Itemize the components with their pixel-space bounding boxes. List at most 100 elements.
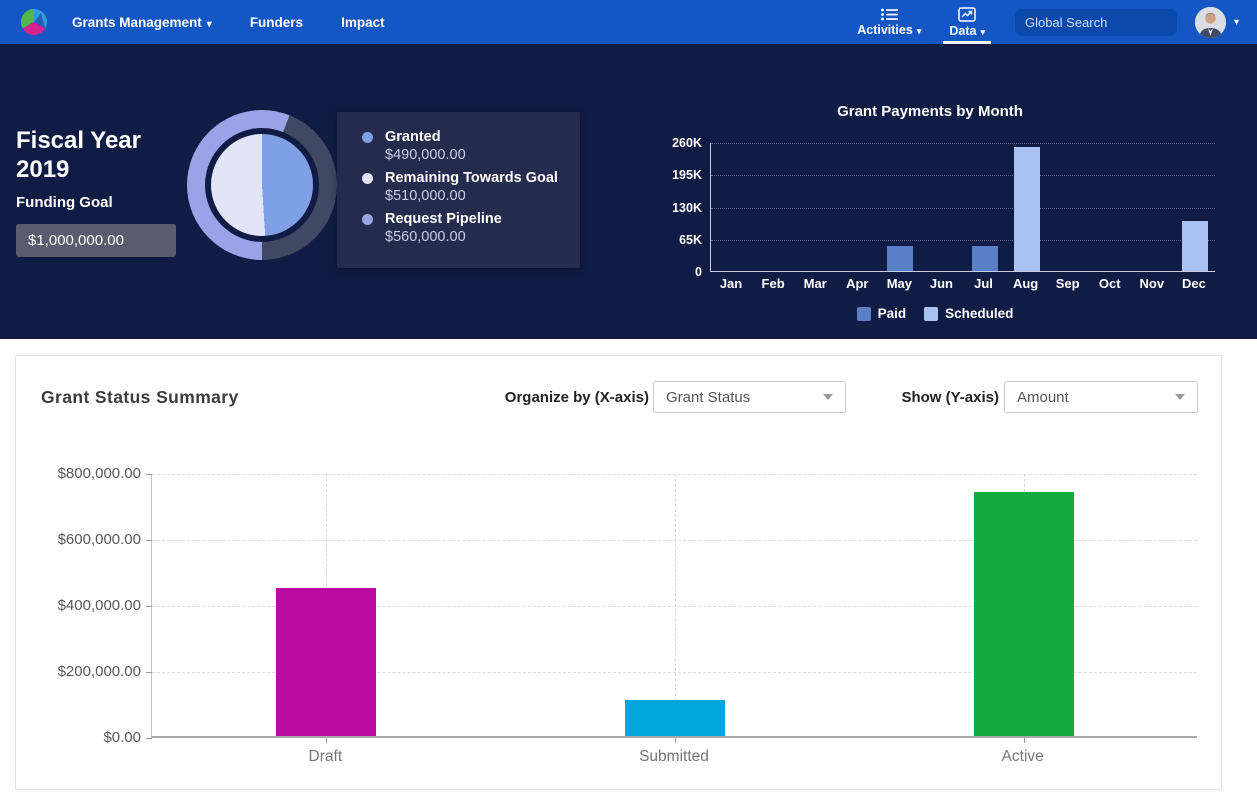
legend-item: Granted $490,000.00 [362, 129, 570, 163]
gridline [711, 143, 1215, 144]
dashboard-hero: Fiscal Year 2019 Funding Goal $1,000,000… [0, 44, 1257, 339]
chevron-down-icon: ▾ [980, 26, 985, 37]
x-tick-label: Jun [929, 276, 953, 291]
x-tick-label: Active [1001, 748, 1044, 765]
gridline [152, 540, 1197, 541]
legend-label: Scheduled [945, 306, 1014, 321]
payments-bar[interactable] [887, 246, 914, 271]
legend-item-header: Request Pipeline [362, 211, 570, 227]
legend-value: $560,000.00 [385, 229, 466, 245]
nav-item-grants-management[interactable]: Grants Management ▾ [72, 15, 212, 30]
status-plot [146, 474, 1197, 743]
y-tick-label: $800,000.00 [57, 465, 141, 482]
legend-item-header: Remaining Towards Goal [362, 170, 570, 186]
x-tick-label: Aug [1012, 276, 1039, 291]
funding-goal-donut-chart[interactable] [187, 110, 337, 260]
show-y-label: Show (Y-axis) [901, 389, 999, 406]
legend-swatch [856, 306, 871, 321]
legend-swatch [362, 131, 373, 143]
legend-label: Remaining Towards Goal [385, 170, 558, 186]
x-tick [326, 738, 328, 743]
y-tick [146, 540, 152, 541]
y-tick-label: 195K [672, 168, 702, 183]
card-title: Grant Status Summary [41, 387, 239, 407]
gridline [711, 175, 1215, 177]
payments-x-axis: Jan Feb Mar Apr May Jun Jul Aug Sep Oct Nov Dec [710, 276, 1215, 291]
fiscal-year-title: Fiscal Year 2019 [16, 127, 141, 184]
y-tick-label: $200,000.00 [57, 663, 141, 680]
funding-goal-value[interactable]: $1,000,000.00 [16, 223, 176, 257]
legend-item: Paid [856, 306, 906, 321]
grant-status-summary-card: Grant Status Summary Organize by (X-axis… [15, 355, 1222, 790]
x-tick-label: Nov [1139, 276, 1165, 291]
payments-y-axis: 0 65K 130K 195K 260K [640, 136, 702, 279]
search-input[interactable] [1024, 14, 1201, 30]
x-tick-label: Draft [308, 748, 343, 765]
tab-label: Data [949, 23, 977, 38]
payments-bar[interactable] [1013, 146, 1040, 271]
payments-plot [710, 143, 1215, 272]
gridline [152, 672, 1197, 673]
x-tick [675, 738, 676, 743]
y-tick-label: 260K [672, 136, 702, 150]
top-navbar: Grants Management ▾ Funders Impact Activi… [0, 0, 1257, 44]
y-tick [146, 474, 152, 475]
donut-legend: Granted $490,000.00 Remaining Towards Goal… [337, 112, 580, 268]
gridline [711, 239, 1215, 241]
legend-label: Request Pipeline [385, 211, 502, 227]
legend-item: Scheduled [924, 306, 1013, 321]
chart-title: Grant Payments by Month [837, 103, 1023, 120]
payments-bar[interactable] [1181, 221, 1208, 271]
tab-data[interactable]: Data ▾ [935, 0, 999, 44]
global-search[interactable] [1014, 8, 1201, 36]
gridline [711, 207, 1215, 209]
nav-item-label: Grants Management [72, 14, 202, 30]
status-bar[interactable] [973, 491, 1074, 736]
chevron-down-icon [823, 394, 833, 400]
legend-value: $510,000.00 [385, 188, 466, 204]
x-tick-label: Mar [803, 276, 827, 291]
donut-inner-pie [211, 134, 313, 236]
organize-by-select[interactable]: Grant Status [653, 381, 846, 413]
gridline [152, 474, 1197, 475]
x-tick-label: Apr [846, 276, 869, 291]
y-tick-label: $600,000.00 [57, 531, 141, 548]
chevron-down-icon: ▾ [916, 25, 922, 36]
tab-label: Activities [857, 22, 913, 37]
y-tick-label: $0.00 [103, 729, 141, 746]
list-icon [880, 8, 898, 20]
tab-activities[interactable]: Activities ▾ [843, 0, 935, 44]
status-bar[interactable] [625, 699, 725, 736]
x-tick-label: Oct [1098, 276, 1121, 291]
payments-legend: Paid Scheduled [640, 306, 1230, 321]
chart-icon [958, 6, 976, 22]
legend-item: Request Pipeline $560,000.00 [362, 211, 570, 245]
y-tick-label: 0 [695, 265, 702, 279]
legend-swatch [362, 172, 373, 184]
nav-item-impact[interactable]: Impact [341, 15, 385, 30]
legend-value: $490,000.00 [385, 147, 466, 163]
payments-bar[interactable] [971, 246, 998, 271]
legend-swatch [362, 213, 373, 225]
app-logo-icon[interactable] [18, 6, 50, 38]
nav-item-funders[interactable]: Funders [250, 15, 303, 30]
gridline [675, 474, 676, 736]
x-tick-label: Jul [974, 276, 993, 291]
x-tick-label: Feb [761, 276, 785, 291]
status-y-axis: $0.00 $200,000.00 $400,000.00 $600,000.00 $8… [16, 465, 141, 746]
y-tick [146, 606, 152, 607]
chevron-down-icon [1175, 394, 1185, 400]
nav-item-label: Funders [249, 14, 304, 30]
status-bar[interactable] [276, 587, 377, 736]
x-tick-label: Sep [1055, 276, 1080, 291]
legend-item: Remaining Towards Goal $510,000.00 [362, 170, 570, 204]
y-tick [146, 672, 152, 673]
show-y-select[interactable]: Amount [1004, 381, 1198, 413]
chevron-down-icon: ▾ [206, 18, 212, 30]
status-chart: $0.00 $200,000.00 $400,000.00 $600,000.00 $8… [16, 465, 1223, 774]
y-tick-label: 130K [672, 200, 702, 215]
chevron-down-icon[interactable]: ▾ [1233, 16, 1239, 28]
user-avatar[interactable] [1194, 6, 1226, 38]
y-tick-label: $400,000.00 [57, 597, 141, 614]
y-tick [146, 738, 152, 739]
